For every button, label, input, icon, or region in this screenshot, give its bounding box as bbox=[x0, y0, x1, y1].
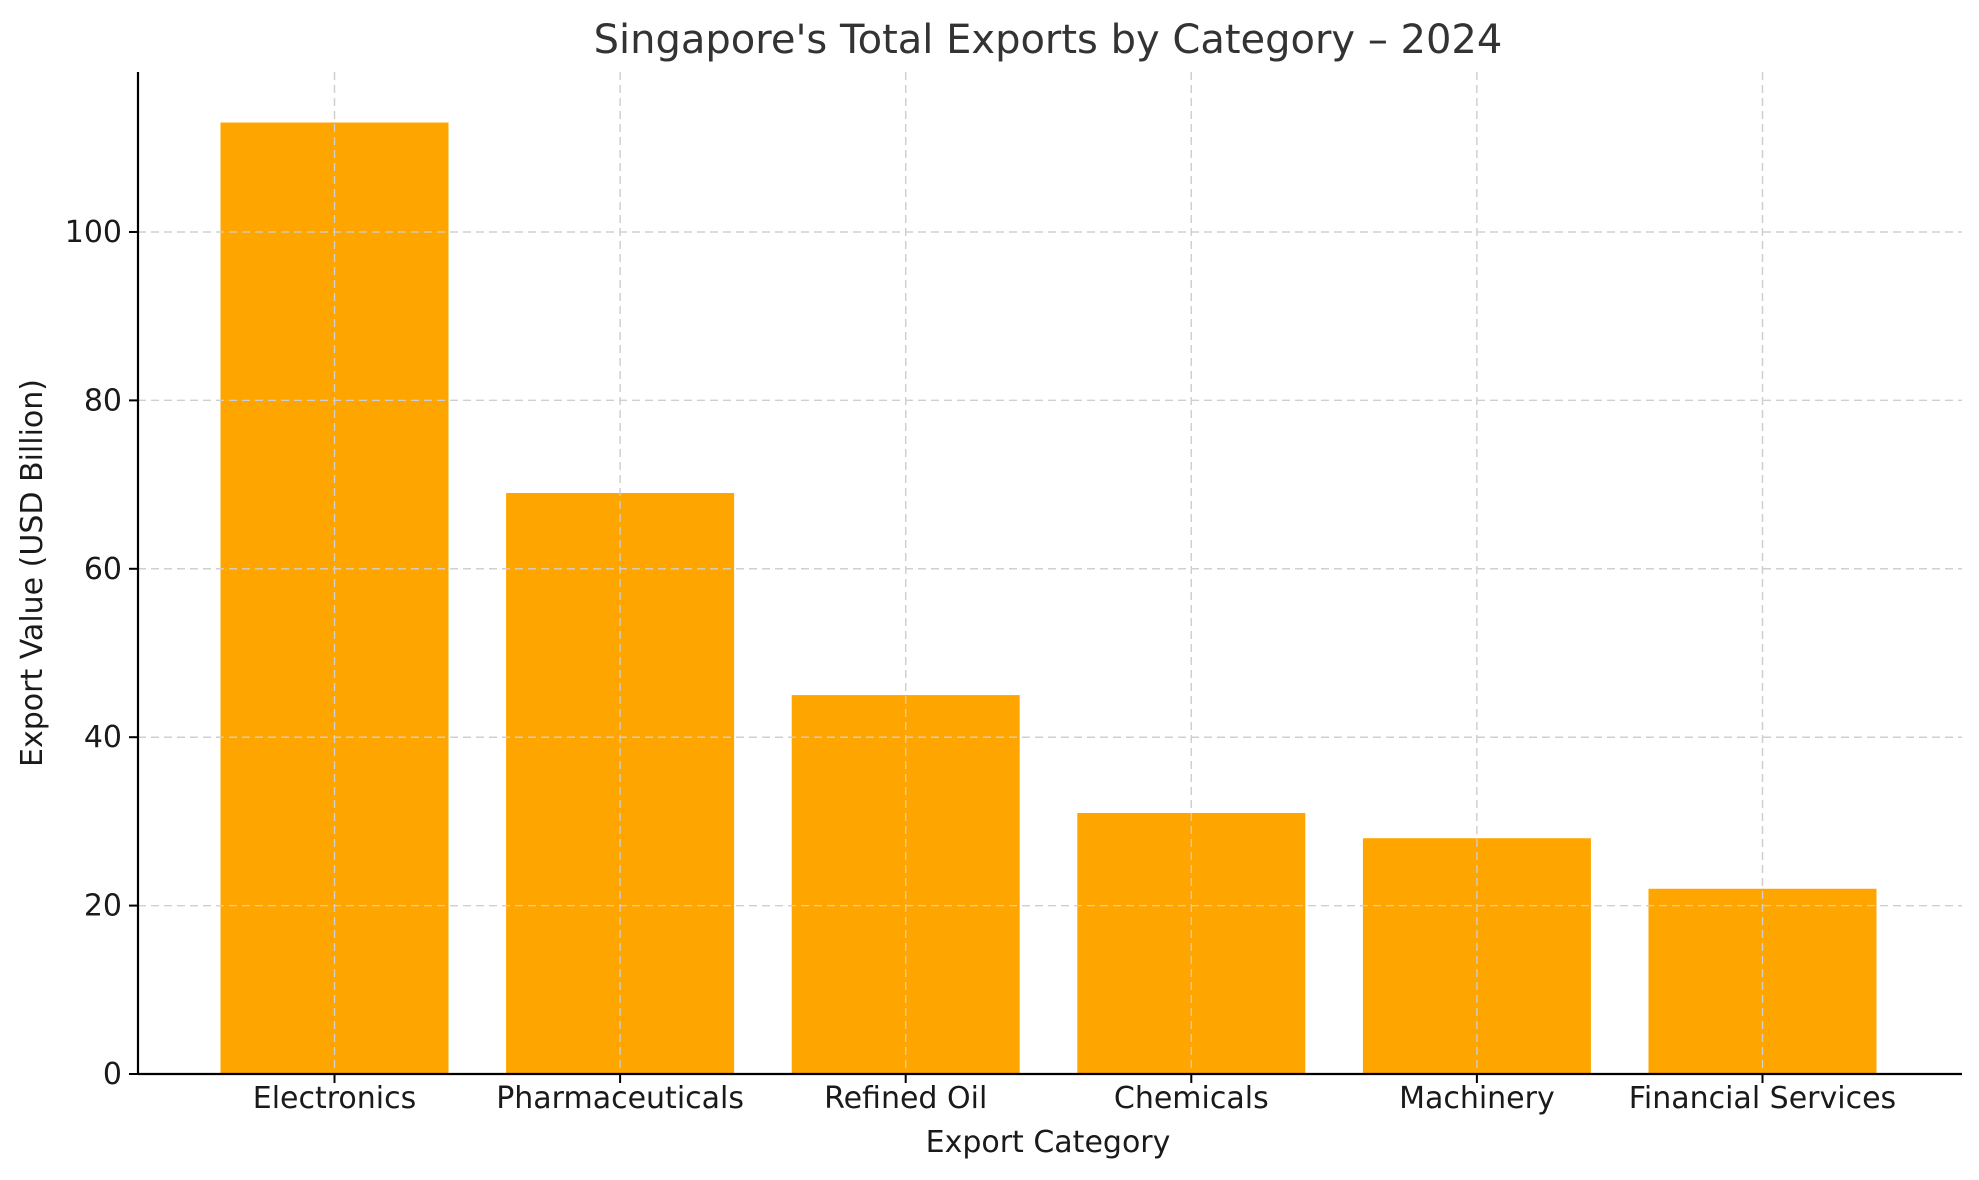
y-tick-label: 0 bbox=[103, 1057, 122, 1092]
x-axis-ticks: Electronics Pharmaceuticals Refined Oil Che… bbox=[253, 1074, 1896, 1116]
y-axis-title: Export Value (USD Billion) bbox=[15, 379, 50, 767]
bar-financial-services bbox=[1648, 888, 1877, 1074]
y-tick-label: 80 bbox=[84, 383, 122, 418]
y-tick-label: 40 bbox=[84, 720, 122, 755]
x-tick-label: Machinery bbox=[1399, 1081, 1555, 1116]
x-tick-label: Financial Services bbox=[1629, 1081, 1896, 1116]
y-tick-label: 100 bbox=[65, 215, 122, 250]
y-tick-label: 60 bbox=[84, 552, 122, 587]
bars bbox=[138, 72, 1962, 1075]
x-tick-label: Refined Oil bbox=[824, 1081, 987, 1116]
x-tick-label: Chemicals bbox=[1114, 1081, 1269, 1116]
y-tick-label: 20 bbox=[84, 889, 122, 924]
y-axis-ticks: 0 20 40 60 80 100 bbox=[65, 215, 138, 1092]
x-tick-label: Electronics bbox=[253, 1081, 417, 1116]
bar-pharmaceuticals bbox=[506, 493, 735, 1074]
chart-title: Singapore's Total Exports by Category – … bbox=[594, 17, 1503, 63]
x-axis-title: Export Category bbox=[926, 1125, 1171, 1160]
x-tick-label: Pharmaceuticals bbox=[496, 1081, 744, 1116]
